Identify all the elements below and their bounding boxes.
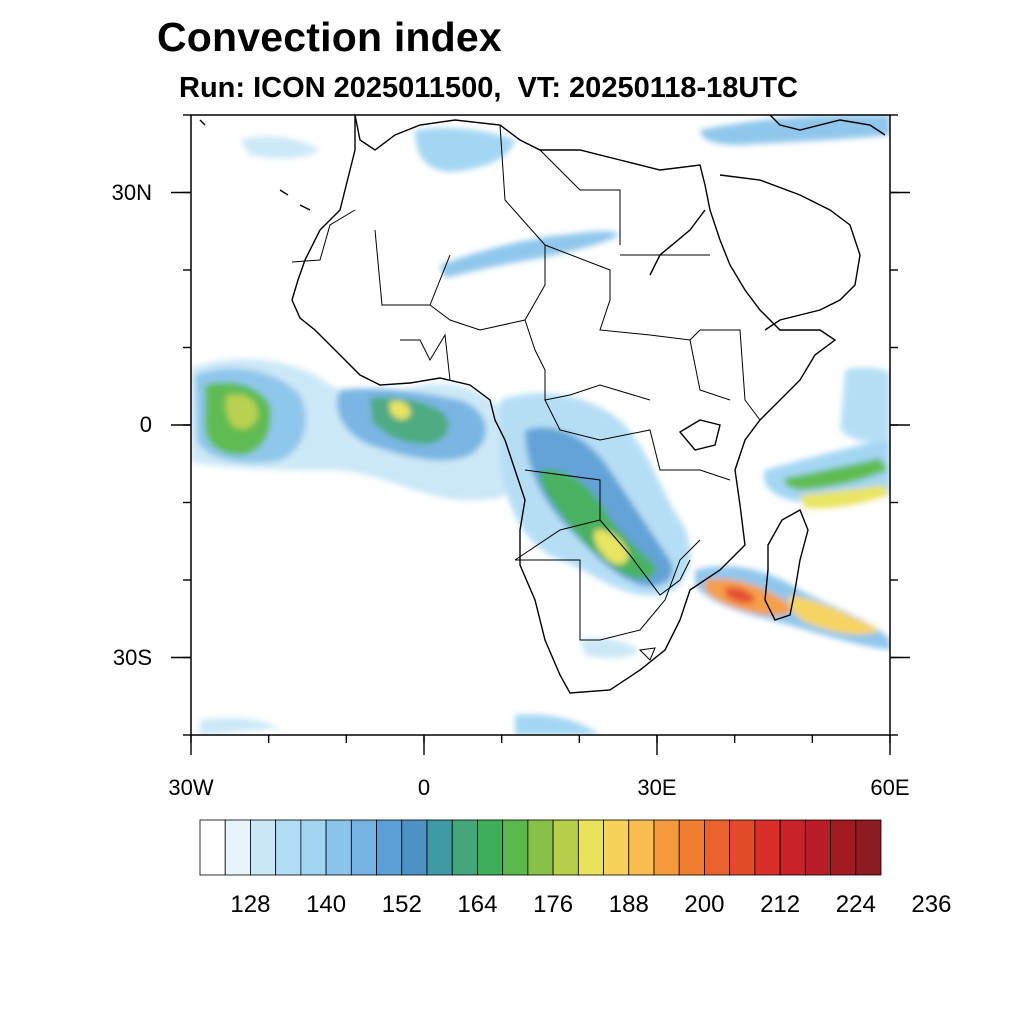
colorbar-label: 200	[684, 891, 724, 918]
colorbar-swatch	[401, 819, 428, 876]
colorbar-swatch	[502, 819, 529, 876]
colorbar-swatch	[628, 819, 655, 876]
country-borders	[291, 124, 761, 661]
map-subtitle: Run: ICON 2025011500, VT: 20250118-18UTC	[179, 72, 798, 104]
colorbar-swatch	[678, 819, 705, 876]
lon-tick-label: 60E	[870, 775, 910, 800]
colorbar-label: 188	[609, 891, 649, 918]
map-title: Convection index	[157, 14, 502, 60]
lat-tick-label: 30N	[111, 179, 152, 205]
colorbar-swatch	[199, 819, 226, 876]
colorbar-swatch	[376, 819, 403, 876]
colorbar-label: 212	[760, 891, 800, 918]
colorbar-label: 140	[306, 891, 346, 918]
colorbar-swatch	[653, 819, 680, 876]
coastlines	[199, 115, 886, 694]
colorbar-swatch	[704, 819, 731, 876]
convection-field	[191, 115, 890, 735]
lon-tick-label: 0	[417, 775, 431, 800]
lon-tick-label: 30W	[168, 775, 214, 800]
colorbar-label: 128	[230, 891, 270, 918]
colorbar-swatch	[754, 819, 781, 876]
colorbar-label: 224	[836, 891, 876, 918]
lat-tick-label: 0	[139, 412, 152, 437]
colorbar-label: 176	[533, 891, 573, 918]
colorbar-label: 236	[911, 891, 951, 918]
colorbar-swatch	[451, 819, 478, 876]
colorbar-swatch	[275, 819, 302, 876]
colorbar-swatch	[804, 819, 831, 876]
colorbar-swatch	[552, 819, 579, 876]
colorbar-swatch	[855, 819, 882, 876]
colorbar-swatch	[350, 819, 377, 876]
colorbar-swatch	[224, 819, 251, 876]
colorbar-swatch	[830, 819, 857, 876]
lon-tick-label: 30E	[637, 775, 677, 800]
colorbar-swatch	[250, 819, 277, 876]
colorbar-swatch	[527, 819, 554, 876]
axis-ticks	[171, 114, 910, 755]
colorbar-label: 164	[457, 891, 497, 918]
colorbar-swatch	[603, 819, 630, 876]
colorbar-swatch	[426, 819, 453, 876]
colorbar-swatch	[577, 819, 604, 876]
colorbar-swatch	[325, 819, 352, 876]
colorbar-swatch	[779, 819, 806, 876]
lat-tick-label: 30S	[112, 644, 152, 670]
colorbar-swatch	[300, 819, 327, 876]
colorbar-label: 152	[382, 891, 422, 918]
colorbar-swatch	[729, 819, 756, 876]
colorbar-swatch	[477, 819, 504, 876]
